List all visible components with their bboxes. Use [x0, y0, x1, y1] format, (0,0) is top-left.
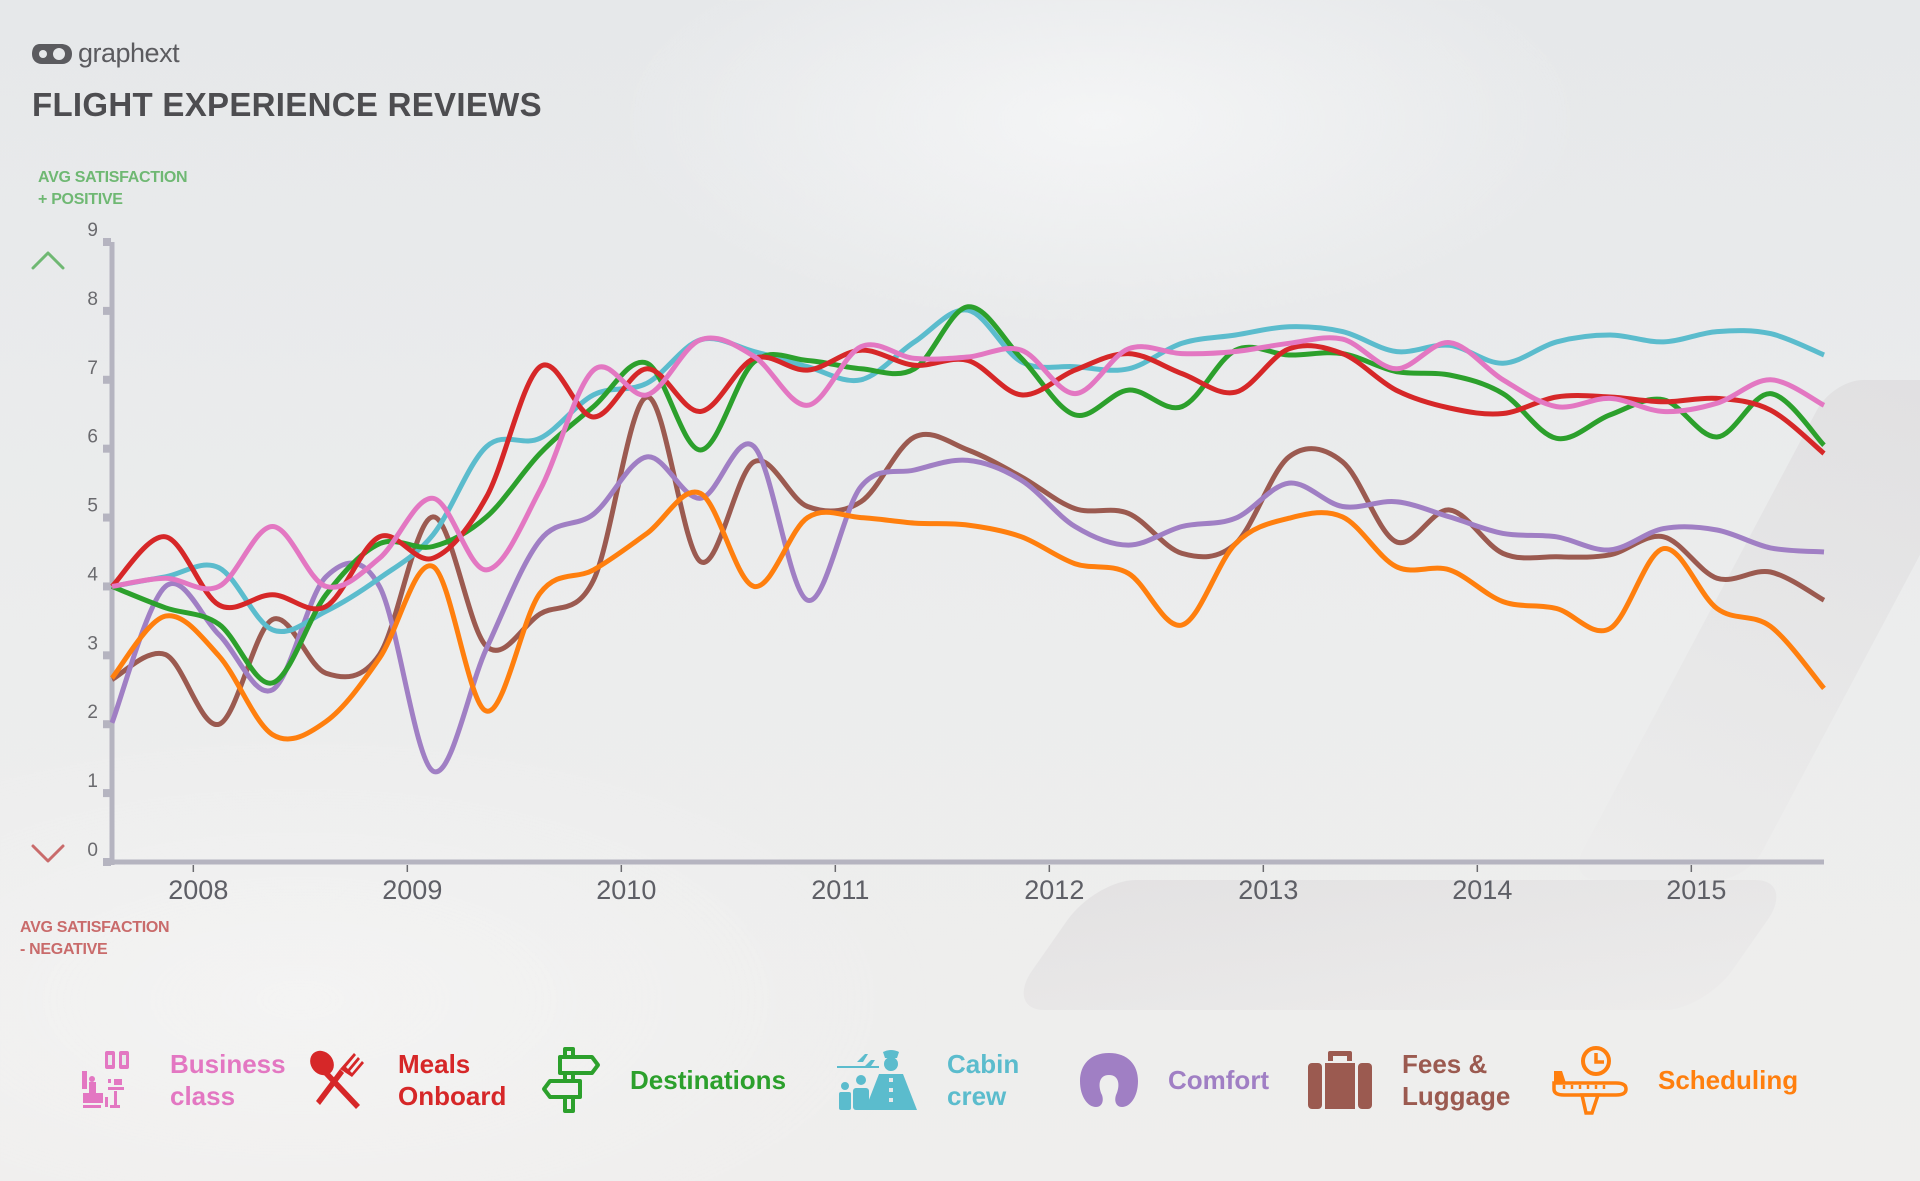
y-tick-label: 9 [87, 220, 98, 241]
line-chart: 0 1 2 3 4 5 6 7 8 9 2008 2009 2010 2011 2012 2013 2014 20… [31, 220, 1826, 905]
y-tick-mark [103, 651, 111, 660]
spoon-fork-icon [308, 1049, 370, 1111]
x-tick-label: 2011 [811, 875, 869, 905]
y-tick-mark [103, 444, 111, 453]
positive-axis-note-line-2: + POSITIVE [38, 191, 123, 208]
series-line-scheduling [110, 489, 1826, 742]
x-tick-label: 2010 [596, 875, 656, 905]
positive-axis-note: AVG SATISFACTION + POSITIVE [38, 167, 188, 211]
series-line-destinations [111, 304, 1826, 686]
signpost-icon [540, 1047, 602, 1113]
y-tick-mark [103, 720, 111, 729]
business-class-seat-icon [80, 1049, 142, 1111]
legend-label: Comfort [1168, 1064, 1288, 1096]
legend-label-line: Comfort [1168, 1065, 1270, 1095]
y-tick-label: 0 [87, 840, 98, 861]
legend-label-line: Onboard [398, 1081, 507, 1111]
y-tick-label: 7 [87, 358, 98, 379]
negative-axis-note: AVG SATISFACTION - NEGATIVE [20, 917, 170, 961]
plane-clock-icon [1550, 1045, 1630, 1115]
legend-label-line: Luggage [1402, 1081, 1511, 1111]
y-tick-mark [103, 306, 111, 315]
legend-label: Meals Onboard [398, 1048, 518, 1112]
legend-item-meals-onboard[interactable]: Meals Onboard [308, 1035, 518, 1125]
y-tick-label: 6 [87, 427, 98, 448]
y-tick-label: 5 [87, 496, 98, 517]
x-tick-label: 2008 [168, 875, 228, 905]
series-line-cabin-crew [111, 307, 1825, 634]
x-tick-label: 2014 [1452, 875, 1512, 905]
legend-item-comfort[interactable]: Comfort [1078, 1035, 1288, 1125]
x-tick-label: 2013 [1238, 875, 1298, 905]
legend-label-line: Business [170, 1049, 286, 1079]
x-tick-label: 2015 [1666, 875, 1726, 905]
legend-label: Cabin crew [947, 1048, 1067, 1112]
legend-label-line: crew [947, 1081, 1007, 1111]
y-tick-mark [103, 858, 111, 866]
negative-arrow [31, 642, 65, 863]
x-tick-label: 2012 [1024, 875, 1084, 905]
chart-legend: Business class Meals Onboard Destinations Cab… [0, 1035, 1920, 1125]
legend-label-line: Fees & [1402, 1049, 1488, 1079]
neck-pillow-icon [1078, 1051, 1140, 1109]
legend-label: Business class [170, 1048, 290, 1112]
legend-label: Scheduling [1658, 1064, 1799, 1096]
brand-name: graphext [78, 38, 180, 68]
legend-label-line: Meals [398, 1049, 471, 1079]
y-tick-label: 1 [87, 771, 98, 792]
x-tick-label: 2009 [382, 875, 442, 905]
chart-series [109, 304, 1826, 775]
graphext-logo-icon [32, 43, 72, 64]
page-title: FLIGHT EXPERIENCE REVIEWS [32, 86, 542, 123]
negative-axis-note-line-1: AVG SATISFACTION [20, 919, 170, 936]
legend-item-scheduling[interactable]: Scheduling [1550, 1035, 1799, 1125]
legend-item-destinations[interactable]: Destinations [540, 1035, 787, 1125]
series-line-comfort [109, 441, 1825, 775]
legend-label-line: class [170, 1081, 236, 1111]
y-tick-mark [103, 582, 111, 591]
legend-label-line: Cabin [947, 1049, 1020, 1079]
legend-label: Destinations [630, 1064, 787, 1096]
suitcase-icon [1306, 1049, 1374, 1111]
legend-label: Fees & Luggage [1402, 1048, 1522, 1112]
flight-attendant-icon [835, 1048, 919, 1112]
y-tick-label: 4 [87, 564, 98, 585]
y-tick-label: 2 [87, 702, 98, 723]
legend-item-cabin-crew[interactable]: Cabin crew [835, 1035, 1067, 1125]
brand-logo: graphext [32, 38, 180, 69]
legend-item-business-class[interactable]: Business class [80, 1035, 290, 1125]
y-tick-label: 8 [87, 289, 98, 310]
legend-label-line: Scheduling [1658, 1065, 1799, 1095]
positive-arrow [31, 251, 65, 468]
series-line-business-class [111, 335, 1826, 592]
legend-item-fees-luggage[interactable]: Fees & Luggage [1306, 1035, 1522, 1125]
y-tick-mark [103, 238, 111, 246]
legend-label-line: Destinations [630, 1065, 787, 1095]
y-tick-mark [103, 375, 111, 384]
y-tick-mark [103, 513, 111, 522]
y-tick-label: 3 [87, 633, 98, 654]
chart-axes: 0 1 2 3 4 5 6 7 8 9 2008 2009 2010 2011 2012 2013 2014 20… [87, 220, 1824, 905]
y-tick-mark [103, 789, 111, 798]
negative-axis-note-line-2: - NEGATIVE [20, 941, 108, 958]
positive-axis-note-line-1: AVG SATISFACTION [38, 169, 188, 186]
series-line-meals-onboard [110, 343, 1826, 612]
